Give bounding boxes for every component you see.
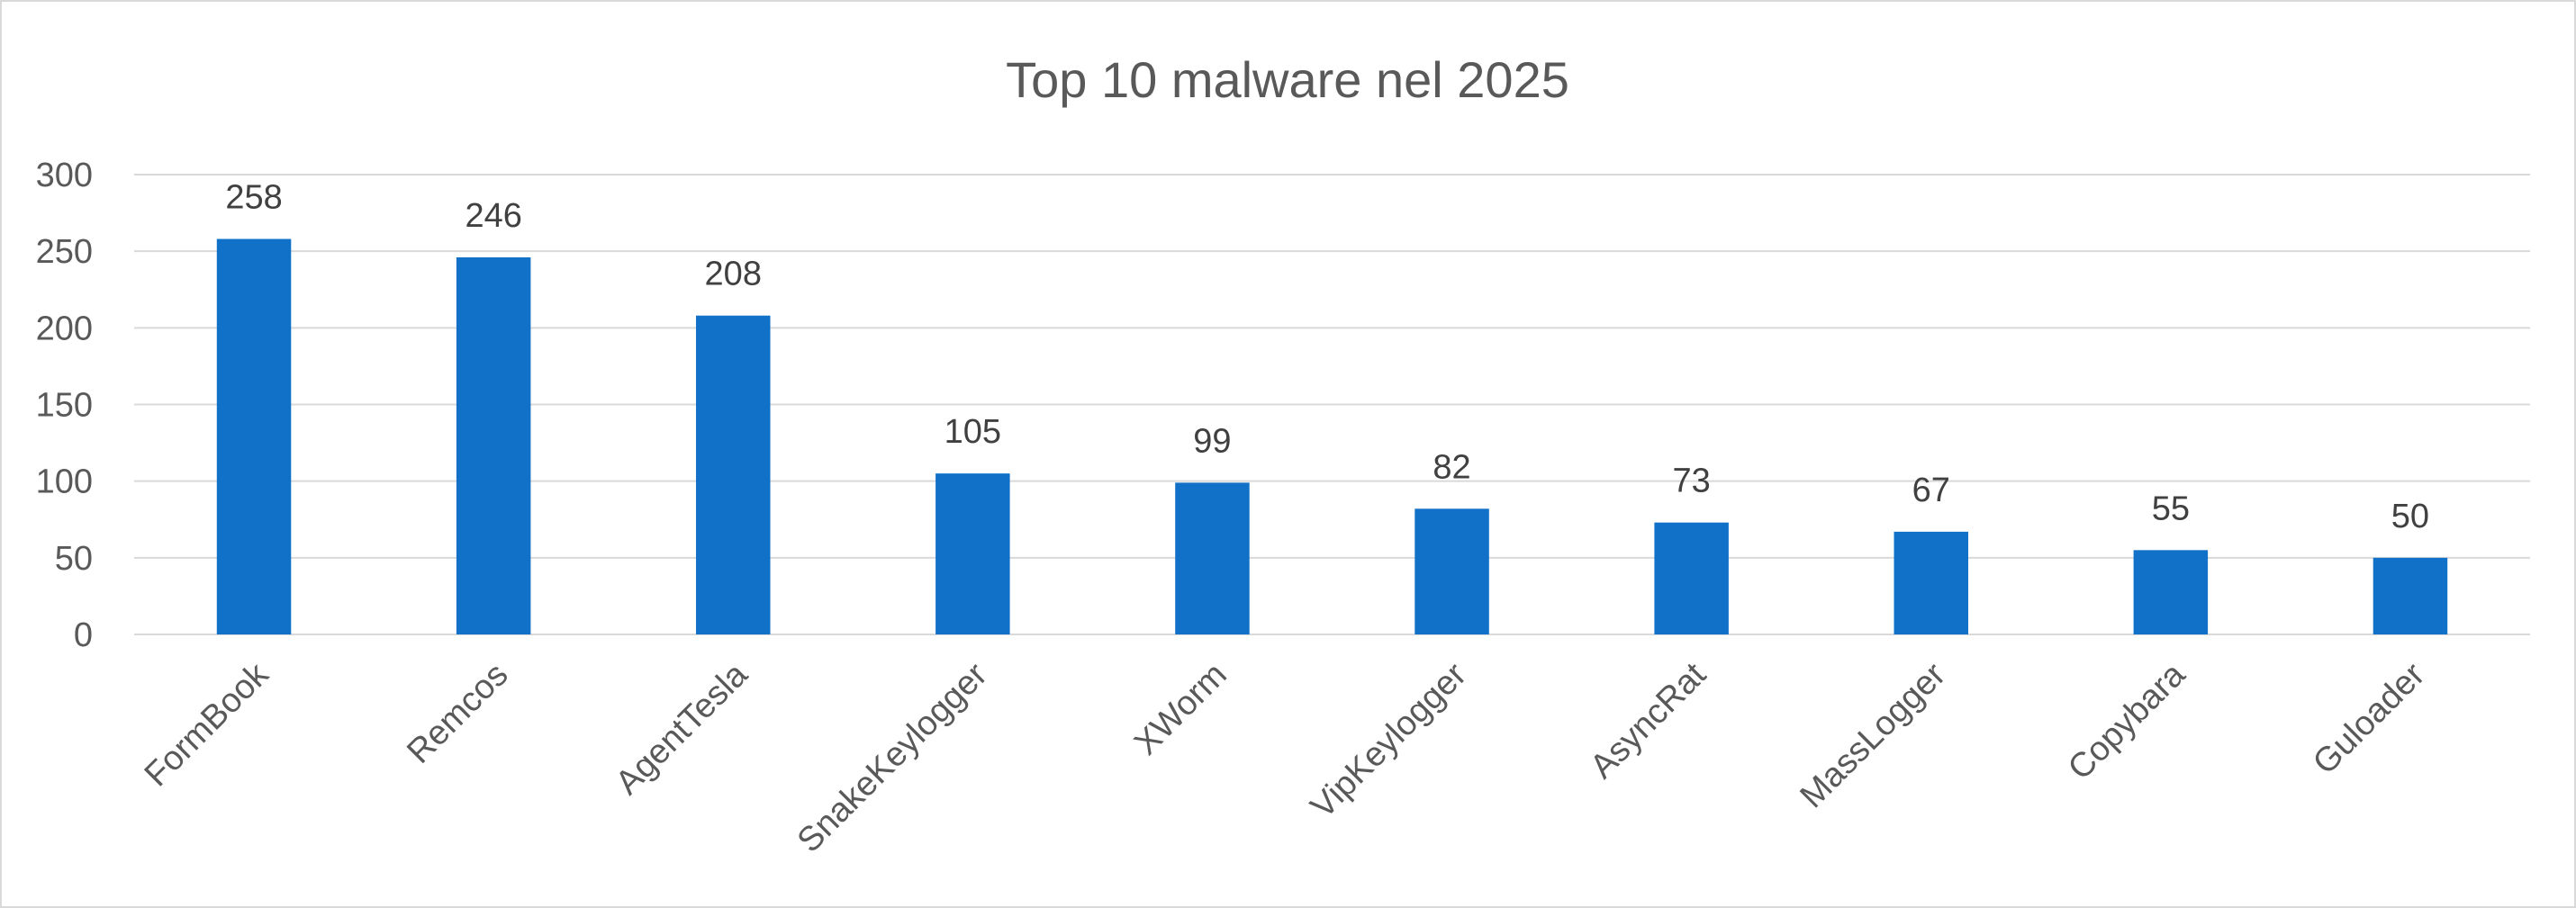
x-tick-label: VipKeylogger bbox=[1304, 655, 1474, 825]
x-tick-label: MassLogger bbox=[1794, 655, 1954, 815]
y-tick-label: 100 bbox=[36, 463, 93, 501]
x-tick-label: SnakeKeylogger bbox=[791, 655, 995, 859]
x-tick-label: Remcos bbox=[400, 656, 515, 771]
x-axis-category-labels: FormBook Remcos AgentTesla SnakeKeylogger XW… bbox=[138, 655, 2433, 860]
x-tick-label: Guloader bbox=[2306, 655, 2432, 781]
data-labels: 258 246 208 105 99 82 73 67 55 50 bbox=[225, 179, 2429, 535]
x-tick-label: FormBook bbox=[138, 655, 276, 794]
y-tick-label: 200 bbox=[36, 310, 93, 347]
y-tick-label: 250 bbox=[36, 233, 93, 271]
data-label: 82 bbox=[1433, 448, 1470, 486]
data-label: 50 bbox=[2391, 498, 2429, 535]
bars bbox=[216, 238, 2448, 634]
data-label: 55 bbox=[2152, 490, 2190, 527]
bar bbox=[696, 315, 771, 634]
x-tick-label: Copybara bbox=[2061, 655, 2193, 787]
bar bbox=[1894, 531, 1968, 634]
x-tick-label: XWorm bbox=[1127, 656, 1234, 763]
y-tick-label: 300 bbox=[36, 157, 93, 194]
chart-title: Top 10 malware nel 2025 bbox=[1006, 51, 1569, 108]
bar bbox=[2373, 557, 2448, 634]
bar bbox=[216, 238, 292, 634]
data-label: 99 bbox=[1193, 422, 1231, 460]
y-tick-label: 50 bbox=[55, 540, 93, 578]
data-label: 105 bbox=[945, 413, 1001, 451]
data-label: 246 bbox=[465, 197, 521, 235]
data-label: 73 bbox=[1673, 463, 1711, 500]
bar bbox=[1175, 482, 1250, 634]
bar bbox=[935, 473, 1010, 634]
gridlines bbox=[134, 174, 2530, 635]
bar bbox=[1415, 508, 1489, 634]
data-label: 67 bbox=[1912, 472, 1950, 509]
y-axis-tick-labels: 0 50 100 150 200 250 300 bbox=[36, 157, 93, 654]
data-label: 208 bbox=[705, 256, 762, 293]
x-tick-label: AsyncRat bbox=[1583, 655, 1713, 786]
y-tick-label: 0 bbox=[74, 616, 93, 654]
bar bbox=[2133, 550, 2209, 634]
x-tick-label: AgentTesla bbox=[609, 655, 755, 802]
data-label: 258 bbox=[225, 179, 282, 217]
bar bbox=[456, 256, 531, 634]
bar bbox=[1654, 522, 1729, 634]
y-tick-label: 150 bbox=[36, 387, 93, 425]
